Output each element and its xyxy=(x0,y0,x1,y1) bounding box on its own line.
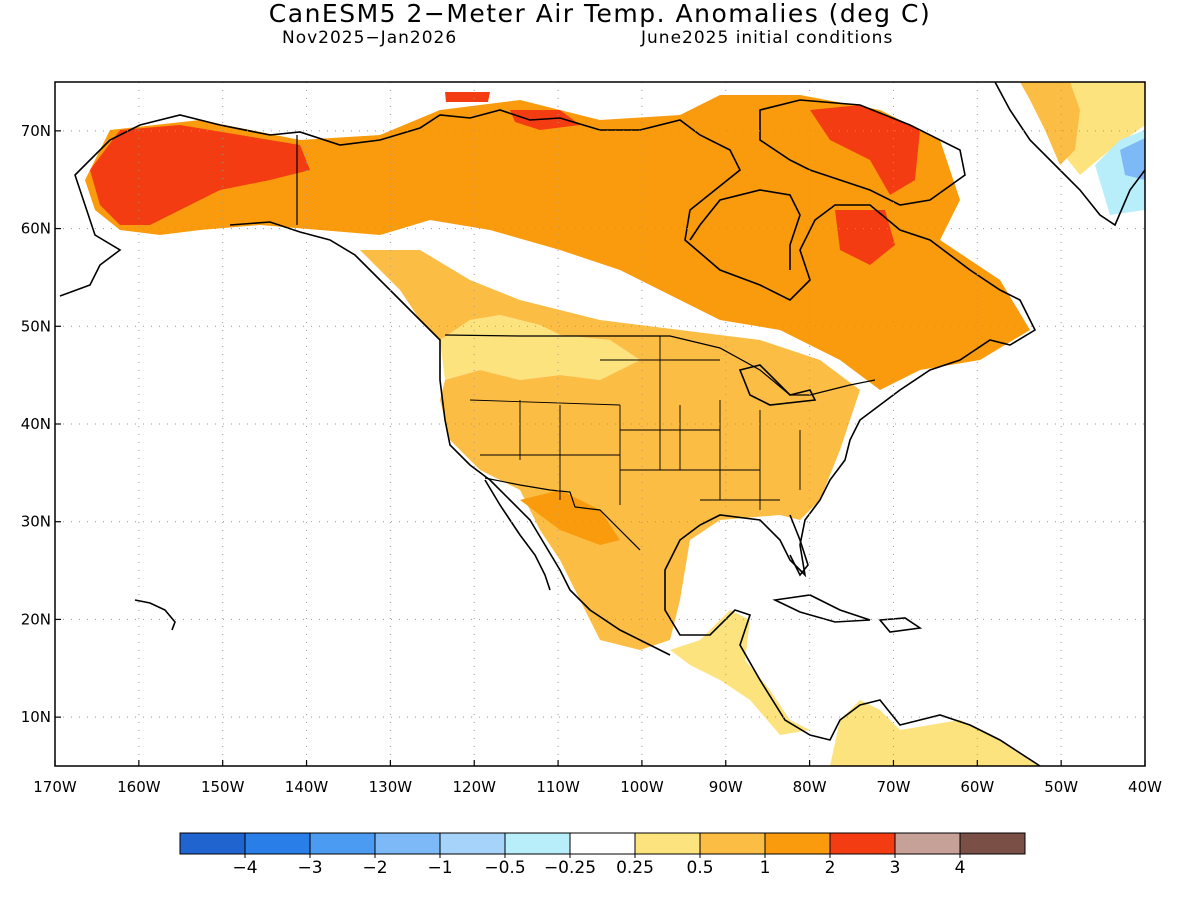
colorbar-swatch xyxy=(829,832,896,855)
coast-alaska-canada-west xyxy=(59,109,1041,766)
lon-ticks xyxy=(54,760,1146,766)
state-borders xyxy=(469,336,801,510)
coast-hawaii xyxy=(134,599,176,631)
map-title: CanESM5 2−Meter Air Temp. Anomalies (deg… xyxy=(268,0,932,28)
colorbar-swatch xyxy=(699,832,766,855)
colorbar-label: −2 xyxy=(362,858,387,878)
colorbar-label: 1 xyxy=(760,858,771,878)
coast-florida xyxy=(789,514,809,577)
anomaly-region-025-05-south-america xyxy=(830,700,1040,766)
colorbar: −4 −3 −2 −1 −0.5 −0.25 0.25 0.5 1 2 3 4 xyxy=(179,832,1026,878)
colorbar-swatch xyxy=(244,832,311,855)
political-borders xyxy=(296,135,876,551)
colorbar-label: 0.25 xyxy=(616,858,654,878)
lon-label: 150W xyxy=(201,778,245,796)
colorbar-label: 4 xyxy=(955,858,966,878)
lon-label: 90W xyxy=(709,778,743,796)
initial-conditions: June2025 initial conditions xyxy=(641,28,894,48)
coast-baja xyxy=(484,479,551,591)
colorbar-label: −3 xyxy=(297,858,322,878)
anomaly-region-2-3-baffin xyxy=(810,105,920,195)
colorbar-swatch xyxy=(374,832,441,855)
anomaly-region-2-3-arctic xyxy=(510,110,580,130)
anomaly-region-2-3-alaska xyxy=(90,125,310,225)
coast-pacific xyxy=(229,221,671,656)
lon-label: 160W xyxy=(117,778,161,796)
colorbar-swatch xyxy=(894,832,961,855)
lon-label: 80W xyxy=(793,778,827,796)
lon-label: 100W xyxy=(620,778,664,796)
border-us-mexico xyxy=(484,477,641,551)
lon-label: 140W xyxy=(285,778,329,796)
colorbar-swatch xyxy=(764,832,831,855)
coast-great-lakes xyxy=(738,364,817,406)
lat-ticks xyxy=(55,130,61,718)
colorbar-label: 2 xyxy=(825,858,836,878)
lat-label: 60N xyxy=(21,220,51,238)
colorbar-swatch xyxy=(634,832,701,855)
colorbar-swatch xyxy=(504,832,571,855)
lon-label: 40W xyxy=(1128,778,1162,796)
lon-label: 130W xyxy=(369,778,413,796)
map-panel xyxy=(54,81,1146,767)
lon-label: 60W xyxy=(960,778,994,796)
coast-hudson-bay xyxy=(689,189,801,270)
coast-baffin xyxy=(759,99,966,206)
colorbar-swatch xyxy=(569,832,636,855)
anomaly-region-2-3-arctic-2 xyxy=(445,92,490,102)
anomaly-region-2-3-ungava xyxy=(835,210,895,265)
lat-label: 20N xyxy=(21,610,51,628)
lon-label: 110W xyxy=(536,778,580,796)
anomaly-region-cold-greenland-2 xyxy=(1120,138,1145,180)
colorbar-label: −1 xyxy=(427,858,452,878)
forecast-period: Nov2025−Jan2026 xyxy=(282,28,458,48)
anomaly-shading xyxy=(85,82,1145,766)
colorbar-label: 3 xyxy=(890,858,901,878)
colorbar-label: −0.25 xyxy=(544,858,596,878)
coast-hispaniola xyxy=(878,617,923,633)
lat-label: 10N xyxy=(21,708,51,726)
longitude-labels: 170W 160W 150W 140W 130W 120W 110W 100W 90W 80W 70… xyxy=(33,778,1162,796)
lon-label: 170W xyxy=(33,778,77,796)
colorbar-swatch xyxy=(309,832,376,855)
lat-label: 50N xyxy=(21,317,51,335)
anomaly-region-05-1-greenland xyxy=(1020,82,1080,165)
anomaly-region-025-05 xyxy=(440,315,640,380)
anomaly-region-05-1 xyxy=(360,250,860,650)
border-us-canada xyxy=(444,334,876,396)
colorbar-label: 0.5 xyxy=(686,858,713,878)
latitude-labels: 70N 60N 50N 40N 30N 20N 10N xyxy=(21,122,51,726)
lat-label: 70N xyxy=(21,122,51,140)
lon-label: 70W xyxy=(877,778,911,796)
colorbar-label: −4 xyxy=(232,858,257,878)
lat-label: 40N xyxy=(21,415,51,433)
coastlines xyxy=(59,82,1145,766)
anomaly-region-1-2 xyxy=(85,95,1030,390)
lon-label: 120W xyxy=(452,778,496,796)
colorbar-swatch xyxy=(179,832,246,855)
colorbar-swatch xyxy=(959,832,1026,855)
graticule xyxy=(55,82,1145,766)
anomaly-region-1-2-southeast xyxy=(520,490,620,545)
lat-label: 30N xyxy=(21,513,51,531)
coast-greenland xyxy=(994,82,1145,227)
lon-label: 50W xyxy=(1044,778,1078,796)
colorbar-label: −0.5 xyxy=(484,858,525,878)
colorbar-swatch xyxy=(439,832,506,855)
